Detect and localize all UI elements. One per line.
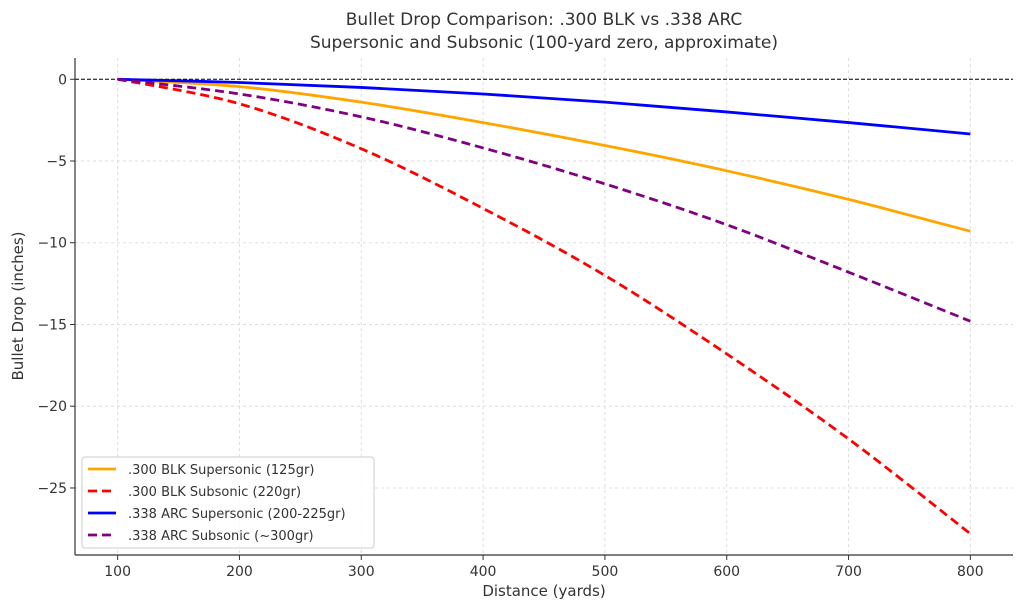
- ticks: 100 200 300 400 500 600 700 800 0 −5 −10 −15 −20 −25: [37, 72, 983, 580]
- chart-title: Bullet Drop Comparison: .300 BLK vs .338…: [346, 10, 743, 30]
- y-tick-label: −20: [37, 399, 67, 415]
- legend-label: .300 BLK Subsonic (220gr): [128, 485, 301, 500]
- series-lines: [75, 77, 1013, 535]
- legend-label: .338 ARC Supersonic (200-225gr): [128, 507, 346, 522]
- series-line-2: [117, 77, 971, 136]
- legend: .300 BLK Supersonic (125gr) .300 BLK Subs…: [81, 456, 375, 549]
- x-tick-label: 800: [957, 564, 984, 580]
- x-tick-label: 300: [348, 564, 375, 580]
- y-axis-label: Bullet Drop (inches): [9, 231, 27, 380]
- chart-subtitle: Supersonic and Subsonic (100-yard zero, …: [310, 33, 778, 53]
- series-line-0: [117, 77, 971, 233]
- legend-box: [81, 456, 375, 549]
- y-tick-label: −25: [37, 481, 67, 497]
- x-axis-label: Distance (yards): [482, 582, 605, 600]
- x-tick-label: 400: [470, 564, 497, 580]
- x-tick-label: 700: [835, 564, 862, 580]
- legend-label: .300 BLK Supersonic (125gr): [128, 463, 314, 478]
- x-tick-label: 100: [104, 564, 131, 580]
- y-tick-label: −10: [37, 236, 67, 252]
- x-tick-label: 200: [226, 564, 253, 580]
- legend-label: .338 ARC Subsonic (~300gr): [128, 529, 314, 544]
- y-tick-label: −5: [46, 154, 67, 170]
- series-line-3: [117, 77, 971, 323]
- series-line-1: [117, 77, 972, 535]
- x-tick-label: 500: [592, 564, 619, 580]
- y-tick-label: 0: [58, 72, 67, 88]
- y-tick-label: −15: [37, 317, 67, 333]
- x-tick-label: 600: [713, 564, 740, 580]
